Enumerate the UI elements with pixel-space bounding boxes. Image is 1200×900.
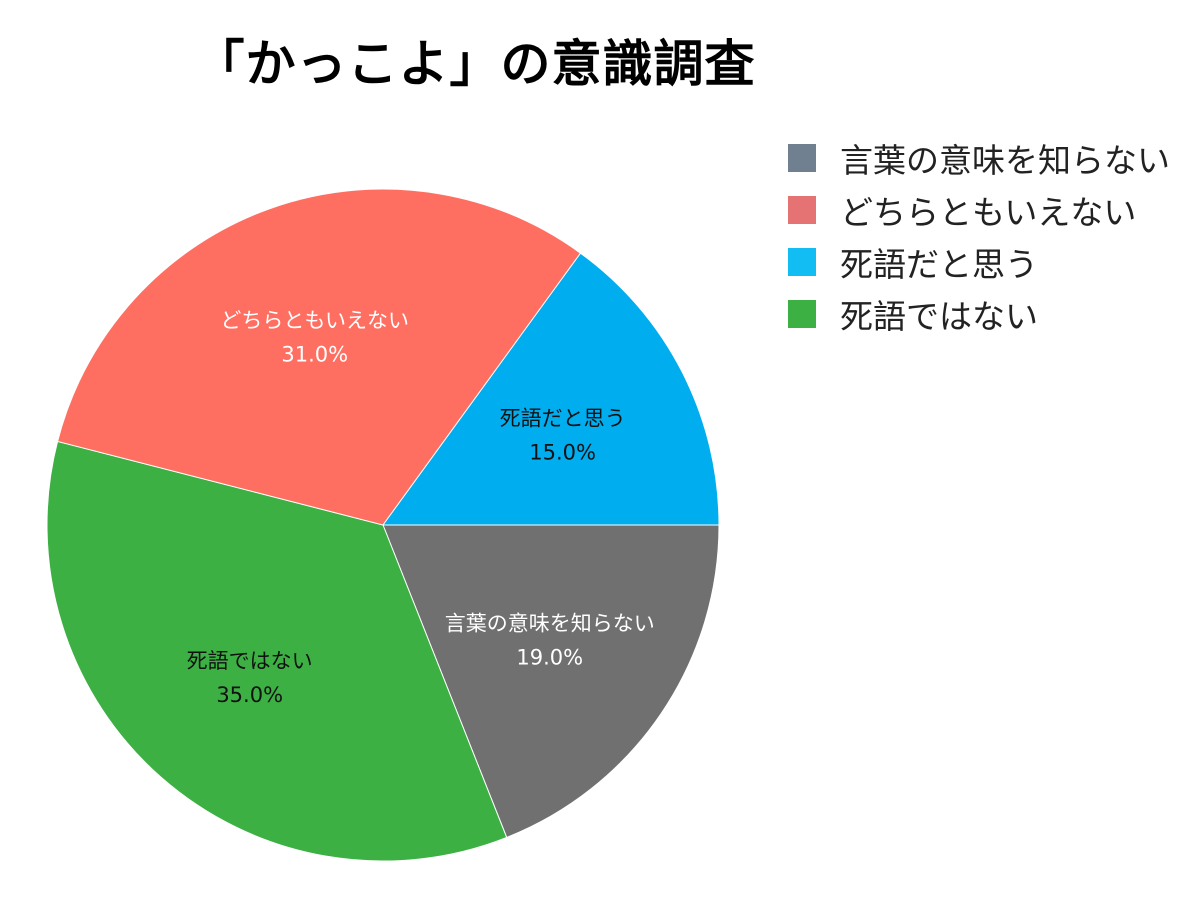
pie-slice xyxy=(46,440,508,862)
legend-label: どちらともいえない xyxy=(840,193,1137,232)
legend: 言葉の意味を知らない どちらともいえない 死語だと思う 死語ではない xyxy=(788,132,1170,340)
legend-label: 死語ではない xyxy=(840,297,1038,336)
slice-label: どちらともいえない xyxy=(220,308,409,332)
legend-swatch xyxy=(788,300,816,328)
legend-item: 言葉の意味を知らない xyxy=(788,132,1170,184)
slice-label: 死語ではない xyxy=(187,649,313,673)
pie-slice xyxy=(56,188,582,526)
legend-swatch xyxy=(788,196,816,224)
chart-title: 「かっこよ」の意識調査 xyxy=(194,35,756,93)
legend-swatch xyxy=(788,248,816,276)
slice-label: 言葉の意味を知らない xyxy=(445,611,655,635)
slice-value-label: 31.0% xyxy=(281,342,348,366)
slice-value-label: 35.0% xyxy=(216,683,283,707)
legend-item: どちらともいえない xyxy=(788,184,1170,236)
legend-item: 死語ではない xyxy=(788,288,1170,340)
legend-item: 死語だと思う xyxy=(788,236,1170,288)
pie-slice xyxy=(382,252,720,526)
slice-value-label: 19.0% xyxy=(516,645,583,669)
pie-slice xyxy=(382,524,720,839)
slice-value-label: 15.0% xyxy=(529,440,596,464)
legend-label: 言葉の意味を知らない xyxy=(840,141,1170,180)
slice-label: 死語だと思う xyxy=(500,406,626,430)
legend-label: 死語だと思う xyxy=(840,245,1038,284)
legend-swatch xyxy=(788,144,816,172)
